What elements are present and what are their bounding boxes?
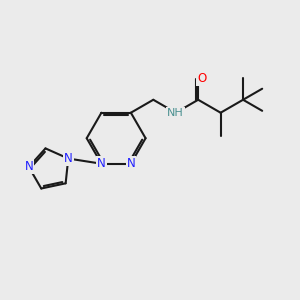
- Text: NH: NH: [167, 108, 184, 118]
- Text: N: N: [64, 152, 73, 165]
- Text: N: N: [127, 157, 135, 170]
- Text: N: N: [127, 157, 135, 170]
- Text: O: O: [197, 72, 206, 85]
- Text: N: N: [24, 160, 33, 173]
- Text: N: N: [97, 157, 106, 170]
